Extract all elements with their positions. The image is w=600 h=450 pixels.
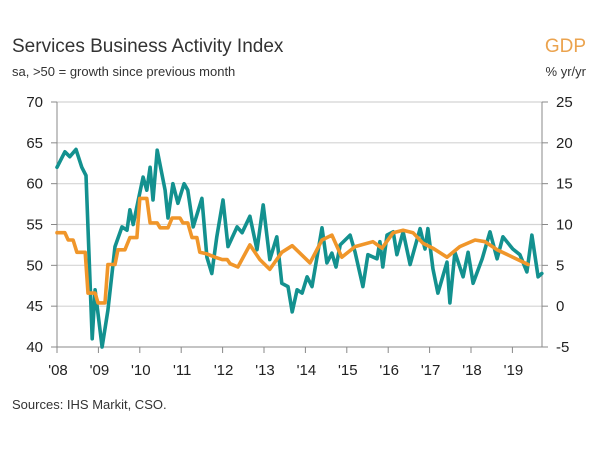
left-tick-label: 45 [26, 298, 43, 315]
source-note: Sources: IHS Markit, CSO. [12, 397, 167, 412]
right-tick-label: 25 [556, 94, 573, 111]
right-axis-subtitle: % yr/yr [545, 64, 586, 79]
x-tick-label: '08 [48, 362, 68, 379]
right-tick-label: 20 [556, 135, 573, 152]
x-tick-label: '17 [421, 362, 441, 379]
x-tick-label: '11 [173, 362, 191, 379]
right-tick-label: 5 [556, 257, 564, 274]
x-tick-label: '12 [214, 362, 234, 379]
left-tick-label: 65 [26, 135, 43, 152]
x-tick-label: '13 [255, 362, 275, 379]
left-tick-label: 40 [26, 339, 43, 356]
right-tick-label: 15 [556, 176, 573, 193]
right-tick-label: -5 [556, 339, 569, 356]
x-tick-label: '18 [462, 362, 482, 379]
right-axis-title: GDP [544, 36, 586, 57]
right-tick-label: 0 [556, 298, 564, 315]
left-tick-label: 55 [26, 217, 43, 234]
services-index-line [55, 147, 544, 349]
left-tick-label: 70 [26, 94, 43, 111]
gdp-line [55, 196, 530, 305]
x-tick-label: '15 [338, 362, 358, 379]
left-tick-label: 50 [26, 257, 43, 274]
x-tick-label: '16 [379, 362, 399, 379]
x-tick-label: '14 [297, 362, 317, 379]
chart-subtitle: sa, >50 = growth since previous month [12, 64, 236, 79]
x-tick-label: '10 [131, 362, 151, 379]
x-tick-label: '19 [504, 362, 524, 379]
chart-title: Services Business Activity Index [12, 36, 284, 57]
left-tick-label: 60 [26, 176, 43, 193]
x-tick-label: '09 [90, 362, 110, 379]
right-tick-label: 10 [556, 217, 573, 234]
